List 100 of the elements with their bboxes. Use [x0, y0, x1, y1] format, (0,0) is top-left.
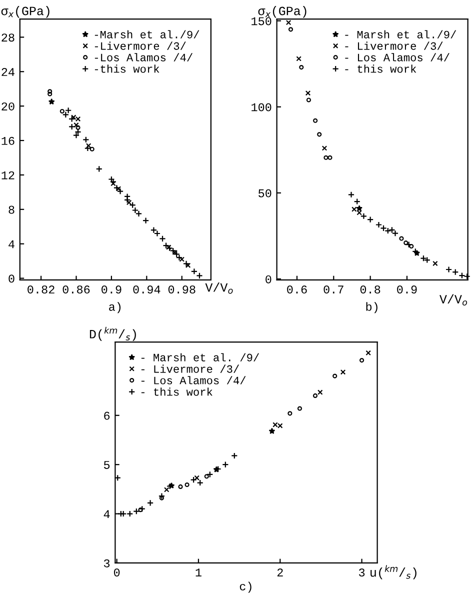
point [392, 230, 399, 237]
point [196, 479, 204, 486]
x-axis-title: u($^{km}$/$_{s}$) [370, 565, 416, 580]
point [185, 262, 191, 268]
point [178, 484, 183, 490]
point [384, 227, 392, 234]
point [184, 482, 190, 488]
legend-label: -Los Alamos /4/ [94, 53, 193, 62]
point [126, 510, 134, 518]
x-tick-label: 0.94 [133, 286, 160, 294]
point [190, 268, 198, 275]
point [158, 492, 166, 500]
legend-label: -Marsh et al./9/ [94, 30, 200, 38]
x-tick-label: 1 [196, 568, 202, 576]
x-tick-label: 0.6 [287, 286, 307, 294]
point [313, 118, 318, 123]
point [399, 236, 404, 241]
y-tick-label: 6 [104, 412, 110, 420]
text: b) [366, 302, 378, 314]
y-tick-label: 0 [8, 274, 14, 283]
point [60, 108, 64, 114]
legend-label: - Livermore /3/ [345, 42, 443, 50]
y-tick-label: 5 [104, 461, 110, 469]
y-tick-label: 28 [2, 34, 14, 42]
point [409, 244, 414, 249]
legend-label: - Marsh et al./9/ [345, 30, 456, 38]
point [86, 143, 92, 148]
x-axis-title: V/V$_{o}$ [205, 282, 233, 294]
y-tick-label: 4 [8, 240, 14, 248]
point [366, 216, 374, 223]
point [142, 217, 150, 224]
point [154, 230, 161, 237]
point [322, 146, 328, 151]
point [332, 374, 338, 378]
point [324, 155, 328, 160]
point [206, 471, 214, 478]
x-tick-label: 0.98 [168, 286, 196, 294]
x-tick-label: 2 [277, 568, 283, 576]
point [360, 212, 368, 220]
legend-label: - this work [141, 388, 212, 396]
y-tick-label: 24 [2, 68, 14, 76]
point [48, 98, 55, 105]
point [348, 191, 355, 198]
point [420, 254, 427, 262]
point [356, 205, 363, 212]
y-tick-label: 4 [104, 510, 110, 518]
x-axis-title: V/V$_{o}$ [440, 294, 468, 306]
point [150, 226, 158, 234]
point [286, 20, 292, 26]
x-tick-label: 0.86 [62, 286, 90, 294]
point [90, 146, 94, 152]
point [113, 184, 120, 192]
point [204, 474, 209, 479]
point [182, 260, 190, 267]
point [72, 132, 80, 139]
legend-label: -Livermore /3/ [94, 42, 186, 50]
point [146, 500, 154, 506]
point [306, 98, 312, 102]
y-tick-label: 0 [266, 275, 272, 284]
point [318, 390, 323, 395]
y-tick-label: 3 [104, 559, 110, 568]
point [64, 107, 72, 114]
y-tick-label: 50 [258, 189, 272, 198]
point [464, 273, 470, 280]
point [424, 256, 430, 264]
point [138, 508, 143, 512]
point [288, 411, 292, 416]
y-tick-label: 8 [8, 206, 14, 214]
x-tick-label: 0.9 [102, 286, 122, 294]
point [312, 393, 318, 398]
point [164, 487, 170, 492]
x-tick-label: 0.8 [360, 286, 380, 294]
point [305, 90, 311, 96]
point [360, 358, 364, 363]
point [114, 474, 121, 482]
point [116, 186, 122, 192]
y-axis-title: σ$_{x}$(GPa) [258, 6, 306, 18]
text: c) [240, 582, 252, 593]
y-tick-label: 12 [2, 171, 14, 180]
point [458, 272, 466, 279]
point [296, 56, 302, 62]
point [82, 136, 90, 143]
point [68, 123, 76, 130]
y-tick-label: 20 [2, 102, 14, 110]
point [432, 260, 438, 266]
point [328, 155, 332, 160]
point [190, 476, 197, 484]
y-axis-title: σ$_{x}$(GPa) [1, 6, 50, 18]
point [135, 210, 142, 218]
point [222, 461, 229, 468]
point [297, 406, 302, 411]
point [388, 226, 396, 234]
point [126, 200, 132, 206]
y-tick-label: 150 [252, 17, 272, 26]
point [76, 125, 80, 130]
point [132, 206, 139, 214]
y-axis-title: D($^{km}$/$_{s}$) [90, 326, 136, 341]
point [96, 166, 102, 172]
legend-label: - Livermore /3/ [141, 364, 240, 373]
legend-label: - Marsh et al. /9/ [141, 353, 260, 362]
